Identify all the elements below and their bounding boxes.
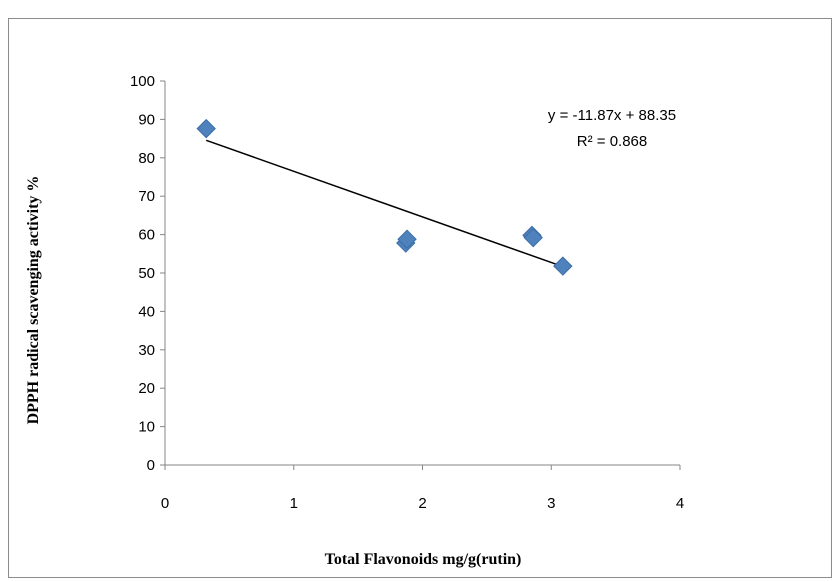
x-tick-label: 4: [676, 495, 684, 512]
x-axis-title: Total Flavonoids mg/g(rutin): [325, 551, 522, 568]
r-squared-label: R² = 0.868: [577, 133, 647, 150]
x-tick-label: 0: [161, 495, 169, 512]
y-tick-label: 50: [138, 265, 155, 282]
trendline-equation: y = -11.87x + 88.35: [548, 107, 676, 124]
x-tick-label: 2: [418, 495, 426, 512]
y-axis-title: DPPH radical scavenging activity %: [25, 176, 42, 425]
y-tick-label: 40: [138, 303, 155, 320]
y-axis-ticks: 0 10 20 30 40 50 60 70 80 90 100: [130, 73, 165, 474]
y-tick-label: 90: [138, 111, 155, 128]
y-tick-label: 20: [138, 380, 155, 397]
trendline: [205, 139, 567, 269]
data-points: [196, 118, 573, 276]
y-tick-label: 100: [130, 73, 155, 90]
data-point-marker: [196, 118, 216, 139]
y-tick-label: 70: [138, 188, 155, 205]
x-tick-label: 3: [547, 495, 555, 512]
data-point-marker: [397, 229, 417, 249]
data-point-marker: [523, 227, 543, 248]
x-axis-ticks: 0 1 2 3 4: [161, 465, 684, 512]
data-point-marker: [553, 256, 573, 276]
y-tick-label: 10: [138, 419, 155, 436]
x-tick-label: 1: [290, 495, 298, 512]
y-tick-label: 30: [138, 342, 155, 359]
y-tick-label: 60: [138, 227, 155, 244]
y-tick-label: 80: [138, 150, 155, 167]
trendline-group: [205, 139, 567, 269]
y-tick-label: 0: [147, 457, 155, 474]
chart-frame: [8, 18, 832, 578]
